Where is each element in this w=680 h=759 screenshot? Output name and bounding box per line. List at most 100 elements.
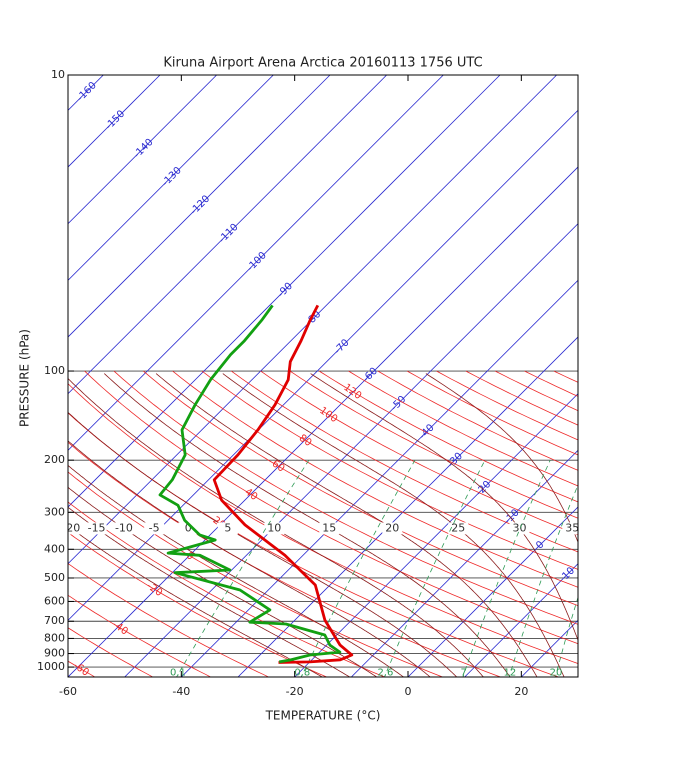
plot-frame (67, 74, 579, 678)
y-axis-label: PRESSURE (hPa) (18, 329, 32, 427)
moist-adiabat (68, 525, 324, 677)
isotherm-label: -100 (245, 250, 269, 274)
isotherm (521, 619, 578, 677)
isotherm-label: -140 (132, 137, 156, 161)
isotherm (464, 563, 578, 677)
y-tick-label: 1000 (37, 660, 65, 673)
y-tick-label: 300 (44, 505, 65, 518)
dry-adiabat (289, 370, 578, 519)
moist-adiabat-label: -15 (88, 521, 106, 534)
moist-adiabat-label: 35 (565, 521, 579, 534)
y-tick-label: 100 (44, 364, 65, 377)
profile-line (158, 304, 342, 664)
mixing-ratio-label: 2.6 (377, 668, 393, 679)
y-tick-label: 700 (44, 614, 65, 627)
isotherm (351, 449, 578, 677)
isotherm (124, 223, 578, 677)
dry-adiabat-label: -60 (71, 660, 91, 678)
dry-adiabat (68, 531, 328, 677)
dry-adiabat-label: 80 (297, 433, 314, 449)
y-tick-label: 500 (44, 571, 65, 584)
isotherm-label: -40 (417, 422, 436, 441)
moist-adiabat-label: 10 (267, 521, 281, 534)
isotherm (68, 75, 501, 508)
isotherm-label: -60 (361, 366, 380, 385)
isotherm (68, 75, 444, 451)
dry-adiabat (172, 370, 578, 588)
isotherm (68, 75, 274, 281)
moist-label-bg (178, 522, 199, 535)
moist-label-bg (86, 522, 107, 535)
mixing-ratio-label: 0.8 (294, 668, 310, 679)
isotherm (68, 75, 331, 338)
moist-adiabat (68, 377, 484, 677)
dry-adiabat (318, 370, 578, 503)
moist-adiabat-label: 5 (224, 521, 231, 534)
dry-adiabat-label: 100 (317, 405, 339, 425)
moist-adiabat-label: 0 (185, 521, 192, 534)
moist-adiabat (222, 373, 565, 677)
mixing-ratio-line (508, 483, 578, 677)
dry-adiabat (377, 370, 578, 471)
moist-label-bg (319, 522, 340, 535)
dry-adiabat (68, 471, 444, 677)
x-axis-label: TEMPERATURE (°C) (265, 709, 381, 723)
isotherm-label: -120 (188, 193, 212, 217)
moist-label-bg (217, 522, 238, 535)
moist-adiabat (68, 440, 431, 677)
isotherm (68, 166, 578, 677)
y-tick-label: 800 (44, 631, 65, 644)
dry-adiabat (68, 563, 270, 677)
isotherm (294, 393, 578, 677)
mixing-ratio-line (176, 459, 310, 677)
moist-adiabat (310, 373, 578, 642)
moist-label-bg (509, 522, 530, 535)
isotherm (68, 75, 557, 565)
moist-label-bg (562, 522, 578, 535)
dry-adiabat-label: -40 (110, 619, 130, 637)
moist-label-bg (264, 522, 285, 535)
mixing-ratio-label: 0.1 (170, 668, 186, 679)
dry-adiabat (348, 370, 578, 487)
moist-adiabat (104, 373, 511, 677)
moist-label-bg (68, 522, 82, 535)
moist-label-bg (382, 522, 403, 535)
isotherm-label: -90 (276, 281, 295, 300)
isotherm (407, 506, 578, 677)
chart-title: Kiruna Airport Arena Arctica 20160113 17… (163, 56, 482, 71)
moist-adiabat-label: -10 (115, 521, 133, 534)
mixing-ratio-line (300, 459, 416, 677)
moist-adiabat (68, 464, 405, 677)
y-tick-label: 10 (51, 68, 65, 81)
dry-adiabat (465, 370, 578, 426)
isotherm-label: -150 (103, 108, 127, 132)
y-tick-label: 200 (44, 453, 65, 466)
isotherm (68, 109, 578, 621)
isotherm (577, 676, 578, 677)
x-tick-label: 20 (514, 685, 528, 698)
moist-adiabat-label: 15 (322, 521, 336, 534)
profile-line (212, 304, 354, 664)
mixing-ratio-line (555, 595, 578, 677)
profiles (158, 304, 354, 664)
x-tick-label: -20 (286, 685, 304, 698)
y-tick-label: 900 (44, 647, 65, 660)
dry-adiabat (113, 370, 578, 625)
dry-adiabat (407, 370, 578, 456)
mixing-ratio-line (384, 460, 486, 677)
y-tick-label: 600 (44, 594, 65, 607)
dry-adiabat (260, 370, 578, 536)
mixing-ratio-label: 7 (461, 668, 467, 679)
dry-adiabat (68, 594, 212, 677)
isotherm (237, 336, 578, 677)
moist-label-bg (113, 522, 134, 535)
dry-adiabat-label: 0 (184, 550, 196, 563)
moist-adiabat-label: 25 (451, 521, 465, 534)
isotherm-label: -20 (474, 479, 493, 498)
isotherm (68, 75, 387, 395)
dry-adiabat (436, 370, 578, 441)
mixing-ratio-label: 12 (504, 668, 517, 679)
mixing-ratio-line (462, 460, 551, 677)
